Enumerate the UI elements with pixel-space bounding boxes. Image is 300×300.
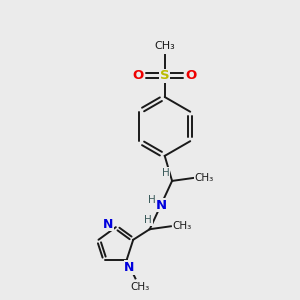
Text: H: H bbox=[148, 195, 155, 205]
Text: CH₃: CH₃ bbox=[130, 282, 149, 292]
Text: CH₃: CH₃ bbox=[172, 221, 192, 231]
Text: H: H bbox=[162, 168, 170, 178]
Text: H: H bbox=[144, 215, 152, 225]
Text: O: O bbox=[133, 69, 144, 82]
Text: CH₃: CH₃ bbox=[195, 173, 214, 183]
Text: O: O bbox=[186, 69, 197, 82]
Text: CH₃: CH₃ bbox=[154, 41, 175, 51]
Text: N: N bbox=[155, 199, 167, 212]
Text: S: S bbox=[160, 69, 169, 82]
Text: N: N bbox=[103, 218, 114, 231]
Text: N: N bbox=[124, 261, 135, 274]
